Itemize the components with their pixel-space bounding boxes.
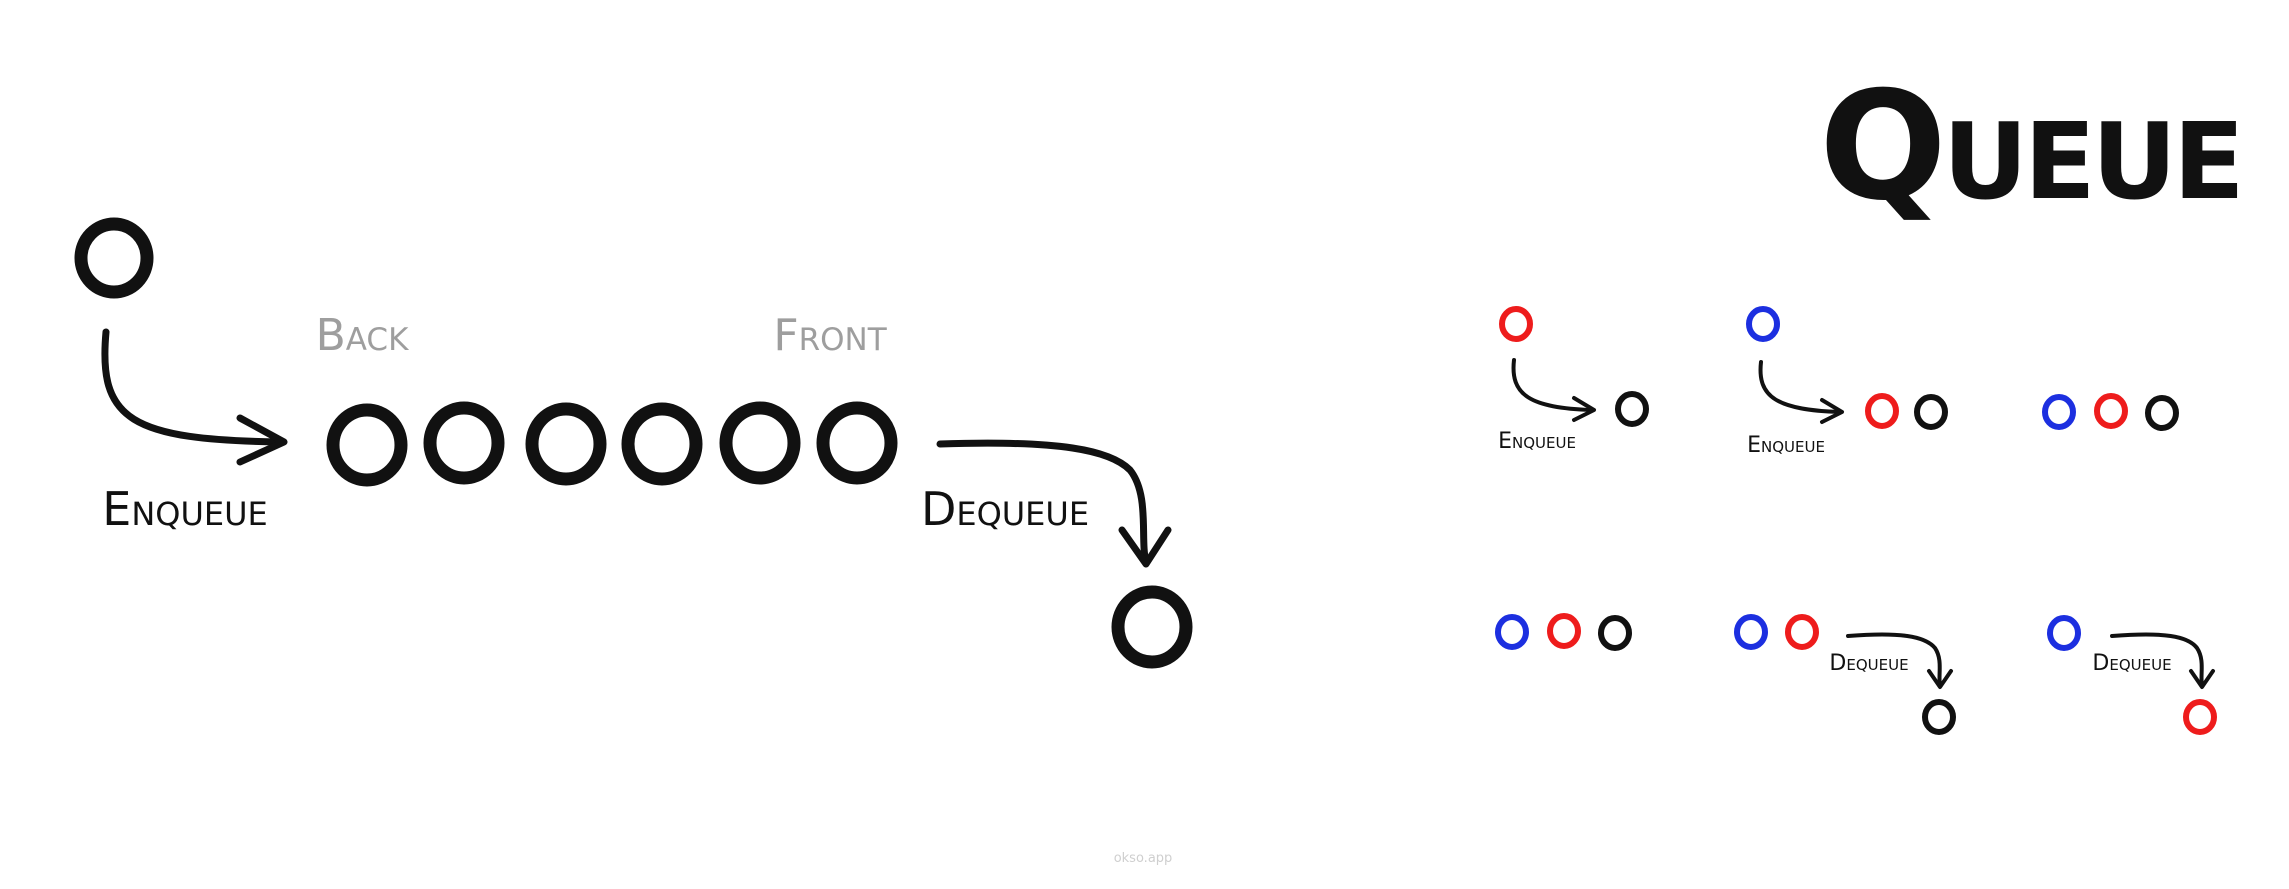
queue-nodes xyxy=(326,401,898,487)
dequeue-arrowhead xyxy=(2189,669,2215,689)
step-5: Dequeue xyxy=(1734,614,1956,735)
red-node xyxy=(2094,393,2128,429)
blue-node xyxy=(1734,614,1768,650)
dequeue-arrow xyxy=(2110,632,2204,687)
enqueue-arrow xyxy=(101,328,286,446)
dequeue-label: Dequeue xyxy=(921,482,1089,536)
enqueue-arrowhead xyxy=(236,414,288,466)
step-1-label: Enqueue xyxy=(1498,429,1576,454)
step-4 xyxy=(1495,613,1632,651)
red-node xyxy=(1499,306,1533,342)
back-label: Back xyxy=(316,310,409,361)
red-node xyxy=(2183,699,2217,735)
queue-node xyxy=(816,401,898,485)
dequeue-arrow xyxy=(936,439,1150,566)
queue-node xyxy=(525,402,607,486)
red-node xyxy=(1547,613,1581,649)
step-2-label: Enqueue xyxy=(1747,433,1825,458)
red-node xyxy=(1785,614,1819,650)
blue-node xyxy=(1495,614,1529,650)
queue-node xyxy=(423,401,505,485)
red-node xyxy=(1865,393,1899,429)
queue-node xyxy=(621,402,703,486)
enqueue-arrow xyxy=(1511,358,1594,412)
blue-node xyxy=(2042,394,2076,430)
black-node xyxy=(2145,395,2179,431)
dequeued-node xyxy=(1111,585,1193,669)
step-2: Enqueue xyxy=(1746,306,1948,458)
step-1: Enqueue xyxy=(1498,306,1649,454)
black-node xyxy=(1615,391,1649,427)
dequeue-arrow xyxy=(1846,632,1942,687)
black-node xyxy=(1598,615,1632,651)
queue-node xyxy=(719,401,801,485)
watermark: okso.app xyxy=(1114,851,1173,866)
black-node xyxy=(1922,699,1956,735)
queue-node xyxy=(326,403,408,487)
enqueue-arrow xyxy=(1758,360,1842,414)
dequeue-arrowhead xyxy=(1927,669,1953,689)
enqueue-arrowhead xyxy=(1820,398,1844,424)
enqueue-label: Enqueue xyxy=(102,482,267,536)
dequeue-arrowhead xyxy=(1118,526,1172,568)
blue-node xyxy=(1746,306,1780,342)
enqueue-node xyxy=(74,217,154,299)
step-6-label: Dequeue xyxy=(2092,651,2171,676)
step-6: Dequeue xyxy=(2047,615,2217,735)
blue-node xyxy=(2047,615,2081,651)
step-3 xyxy=(2042,393,2179,431)
step-5-label: Dequeue xyxy=(1829,651,1908,676)
black-node xyxy=(1914,394,1948,430)
enqueue-arrowhead xyxy=(1572,396,1596,422)
diagram-title: Queue xyxy=(1819,60,2241,234)
front-label: Front xyxy=(773,310,887,361)
